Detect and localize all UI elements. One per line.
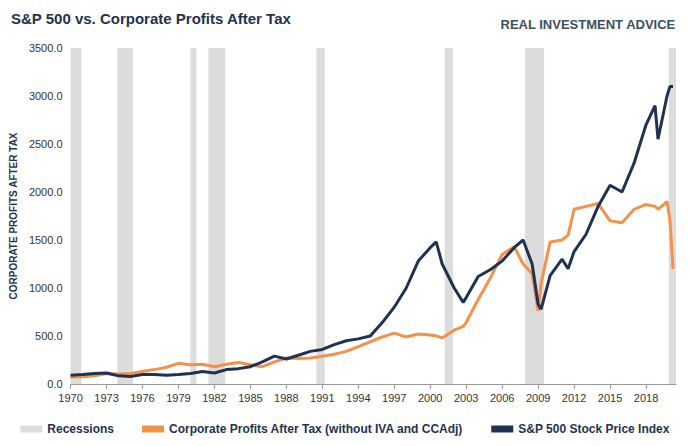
svg-text:0.0: 0.0 <box>47 378 62 390</box>
svg-text:500.0: 500.0 <box>35 330 63 342</box>
svg-text:2000.0: 2000.0 <box>29 186 63 198</box>
svg-text:1997: 1997 <box>382 392 406 404</box>
svg-text:2009: 2009 <box>526 392 550 404</box>
svg-text:1000.0: 1000.0 <box>29 282 63 294</box>
svg-text:3000.0: 3000.0 <box>29 90 63 102</box>
svg-text:Corporate Profits After Tax (w: Corporate Profits After Tax (without IVA… <box>169 422 462 436</box>
svg-text:1976: 1976 <box>130 392 154 404</box>
svg-text:S&P 500 vs. Corporate Profits: S&P 500 vs. Corporate Profits After Tax <box>11 10 291 27</box>
svg-text:2018: 2018 <box>634 392 658 404</box>
svg-text:1982: 1982 <box>202 392 226 404</box>
svg-text:1988: 1988 <box>274 392 298 404</box>
svg-text:3500.0: 3500.0 <box>29 42 63 54</box>
svg-text:REAL INVESTMENT ADVICE: REAL INVESTMENT ADVICE <box>500 17 675 32</box>
svg-text:2006: 2006 <box>490 392 514 404</box>
svg-text:1979: 1979 <box>166 392 190 404</box>
svg-text:Recessions: Recessions <box>47 422 114 436</box>
svg-text:1500.0: 1500.0 <box>29 234 63 246</box>
svg-text:2003: 2003 <box>454 392 478 404</box>
svg-text:2012: 2012 <box>562 392 586 404</box>
svg-text:1970: 1970 <box>58 392 82 404</box>
svg-text:2000: 2000 <box>418 392 442 404</box>
svg-text:S&P 500 Stock Price Index: S&P 500 Stock Price Index <box>518 422 670 436</box>
svg-text:2500.0: 2500.0 <box>29 138 63 150</box>
svg-text:1994: 1994 <box>346 392 370 404</box>
svg-text:CORPORATE PROFITS AFTER TAX: CORPORATE PROFITS AFTER TAX <box>8 132 19 299</box>
svg-text:1991: 1991 <box>310 392 334 404</box>
svg-text:2015: 2015 <box>598 392 622 404</box>
svg-text:1973: 1973 <box>94 392 118 404</box>
svg-text:1985: 1985 <box>238 392 262 404</box>
